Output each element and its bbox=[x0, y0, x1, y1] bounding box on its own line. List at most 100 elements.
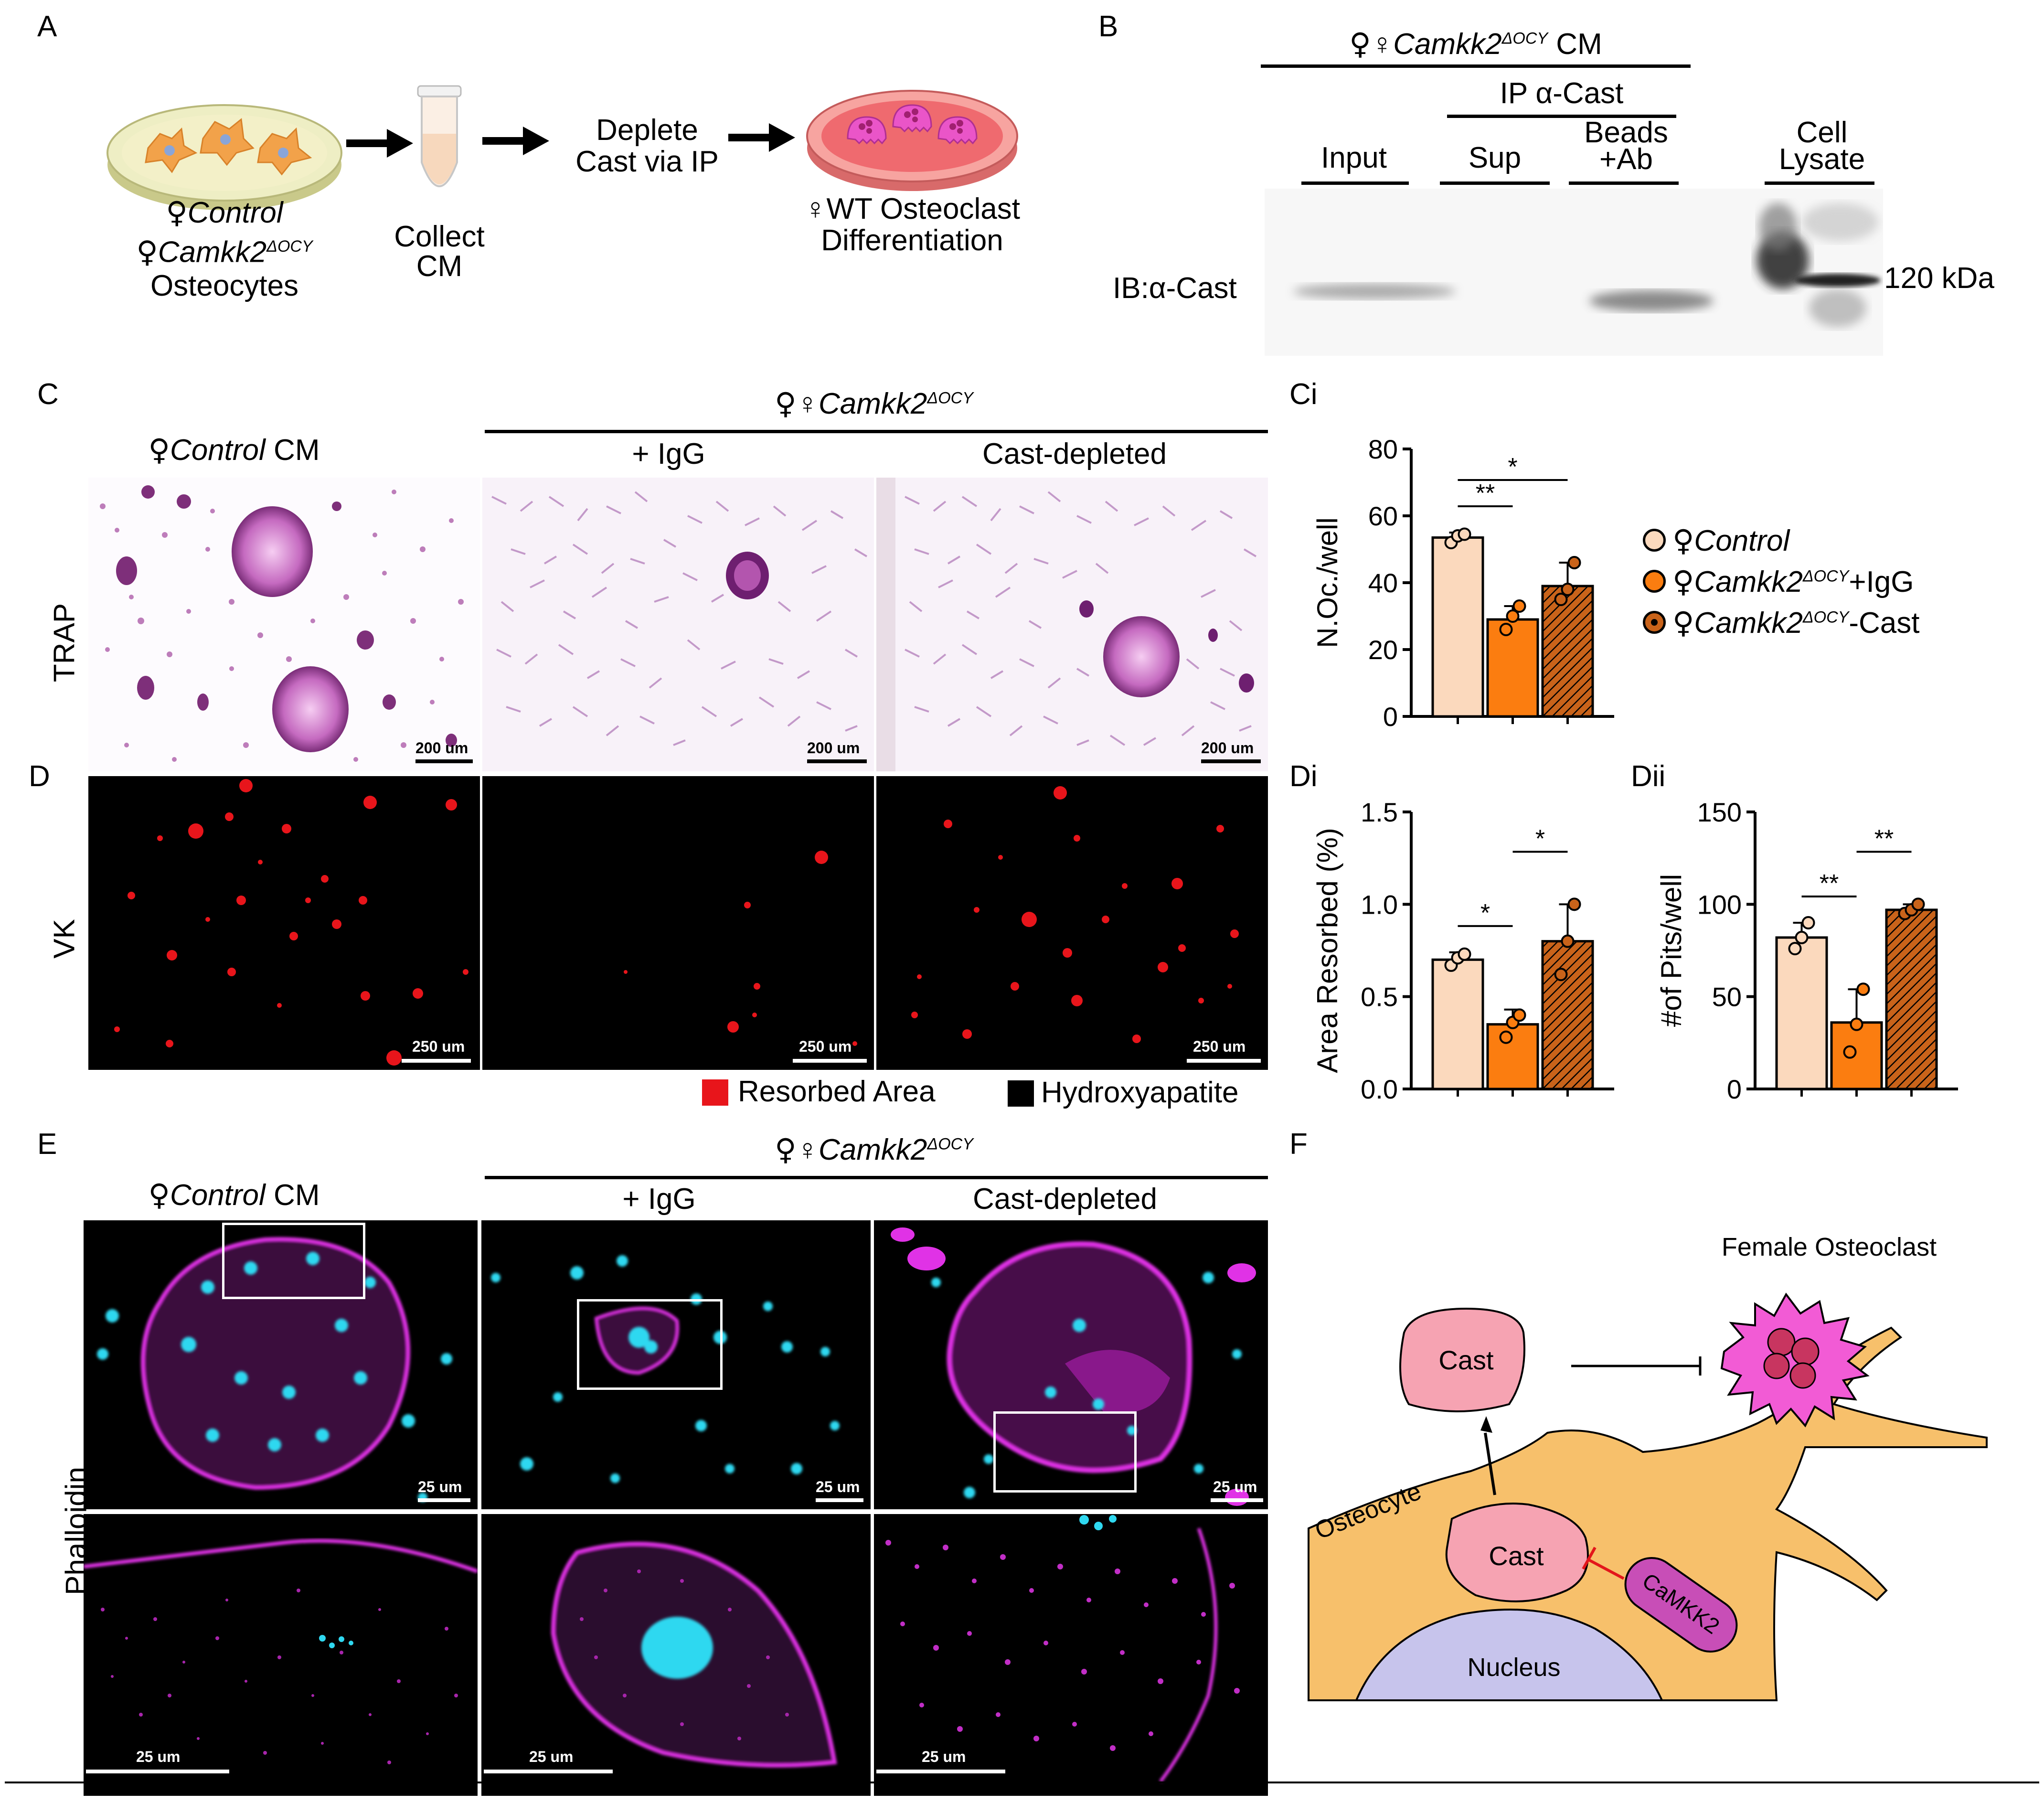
data-point bbox=[1856, 982, 1870, 996]
legend-control-swatch bbox=[1643, 529, 1666, 552]
panel-b-header-rule bbox=[1261, 64, 1691, 68]
trap-igg-image: 200 um bbox=[482, 478, 874, 771]
y-tick-label: 0.5 bbox=[1361, 982, 1398, 1012]
chart-di: 0.0 0.5 1.0 1.5 Area Resorbed (%) * * bbox=[1311, 797, 1614, 1104]
ph-igg-zoom-scale-bar bbox=[484, 1770, 613, 1773]
trap-cast-scale-bar bbox=[1201, 759, 1261, 763]
y-axis-label: #of Pits/well bbox=[1655, 874, 1687, 1027]
data-point bbox=[1567, 556, 1581, 569]
data-point bbox=[1795, 930, 1809, 944]
vk-control-scale-label: 250 um bbox=[412, 1038, 465, 1055]
vk-control-image: 250 um bbox=[88, 776, 480, 1070]
panel-e-cast-header: Cast-depleted bbox=[972, 1183, 1158, 1216]
trap-cast-depleted-image: 200 um bbox=[876, 478, 1268, 771]
osteocyte-dish-illustration bbox=[100, 81, 349, 215]
y-tick-label: 50 bbox=[1712, 982, 1742, 1012]
osteoclast-dish-illustration bbox=[802, 72, 1022, 196]
y-tick-label: 0 bbox=[1383, 702, 1398, 732]
ph-control-zoom-scale-label: 25 um bbox=[136, 1748, 181, 1765]
legend-igg-label: ♀Camkk2ΔOCY+IgG bbox=[1672, 564, 1914, 599]
trap-control-scale-label: 200 um bbox=[415, 739, 468, 757]
bar bbox=[1885, 908, 1938, 1090]
chart-dii: 0 50 100 150 #of Pits/well ** ** bbox=[1655, 797, 1958, 1104]
y-tick-label: 100 bbox=[1697, 889, 1742, 919]
ph-control-scale-label: 25 um bbox=[418, 1478, 462, 1495]
female-symbol: ♀ bbox=[166, 195, 188, 230]
lane-input-rule bbox=[1301, 181, 1409, 185]
phalloidin-control-image: 25 um bbox=[84, 1220, 478, 1509]
trap-control-image: 200 um bbox=[88, 478, 480, 771]
data-point bbox=[1850, 1017, 1863, 1031]
panel-c-camkk2-header: ♀♀Camkk2ΔOCY bbox=[775, 386, 973, 421]
data-point bbox=[1567, 897, 1581, 911]
y-tick-label: 80 bbox=[1368, 434, 1398, 464]
data-point bbox=[1788, 942, 1802, 956]
vk-igg-scale-label: 250 um bbox=[799, 1038, 852, 1055]
panel-a-sample-text: ♀Control ♀Camkk2ΔOCY Osteocytes bbox=[81, 196, 368, 303]
y-axis-label: Area Resorbed (%) bbox=[1311, 828, 1343, 1073]
vk-cast-scale-label: 250 um bbox=[1193, 1038, 1246, 1055]
lane-input-label: Input bbox=[1321, 141, 1387, 174]
bar bbox=[1775, 936, 1828, 1090]
data-point bbox=[1911, 897, 1925, 911]
panel-e-igg-header: + IgG bbox=[622, 1183, 696, 1216]
vk-cast-depleted-image: 250 um bbox=[876, 776, 1268, 1070]
bar bbox=[1431, 536, 1484, 718]
significance-label: ** bbox=[1820, 870, 1839, 897]
trap-row-label: TRAP bbox=[48, 603, 81, 683]
vk-row-label: VK bbox=[48, 919, 81, 959]
cast-inner-label: Cast bbox=[1489, 1541, 1544, 1571]
significance-label: * bbox=[1508, 453, 1517, 481]
ph-igg-scale-label: 25 um bbox=[816, 1478, 860, 1495]
vk-igg-image: 250 um bbox=[482, 776, 874, 1070]
arrow-icon-1 bbox=[346, 129, 413, 158]
group-legend: ♀Control ♀Camkk2ΔOCY+IgG ♀Camkk2ΔOCY-Cas… bbox=[1643, 523, 2044, 666]
legend-igg-swatch bbox=[1643, 570, 1666, 593]
panel-e-header-rule bbox=[485, 1176, 1268, 1179]
bar bbox=[1830, 1021, 1883, 1090]
y-tick-label: 40 bbox=[1368, 568, 1398, 598]
legend-hydroxyapatite-label: Hydroxyapatite bbox=[1041, 1076, 1239, 1109]
panel-label-ci: Ci bbox=[1289, 378, 1318, 411]
lane-sup-rule bbox=[1440, 181, 1550, 185]
legend-cast-label: ♀Camkk2ΔOCY-Cast bbox=[1672, 605, 1920, 640]
panel-label-di: Di bbox=[1289, 760, 1318, 793]
significance-label: ** bbox=[1874, 825, 1894, 853]
data-point bbox=[1458, 947, 1471, 961]
y-tick-label: 1.0 bbox=[1361, 889, 1398, 919]
panel-label-dii: Dii bbox=[1631, 760, 1666, 793]
panel-label-c: C bbox=[37, 378, 59, 411]
camkk2-label: Camkk2 bbox=[158, 235, 267, 269]
y-tick-label: 60 bbox=[1368, 501, 1398, 531]
data-point bbox=[1843, 1045, 1857, 1059]
y-axis-label: N.Oc./well bbox=[1311, 517, 1343, 648]
data-point bbox=[1499, 1030, 1513, 1044]
data-point bbox=[1554, 593, 1568, 606]
data-point bbox=[1458, 527, 1471, 541]
ph-control-scale-bar bbox=[418, 1498, 470, 1502]
panel-label-b: B bbox=[1098, 10, 1118, 43]
panel-label-d: D bbox=[29, 760, 50, 793]
y-tick-label: 150 bbox=[1697, 797, 1742, 827]
ph-cast-scale-label: 25 um bbox=[1213, 1478, 1257, 1495]
western-blot-image bbox=[1265, 189, 1883, 356]
panel-label-f: F bbox=[1289, 1128, 1308, 1161]
data-point bbox=[1499, 623, 1513, 636]
arrow-icon-3 bbox=[728, 123, 795, 152]
panel-label-a: A bbox=[37, 10, 57, 43]
arrow-icon-2 bbox=[482, 127, 549, 155]
female-osteoclast-label: Female Osteoclast bbox=[1721, 1233, 1937, 1261]
vk-igg-scale-bar bbox=[793, 1059, 867, 1063]
trap-control-scale-bar bbox=[415, 759, 473, 763]
mechanism-diagram: Female Osteoclast Cast Cast Osteocyte Ca… bbox=[1299, 1223, 2006, 1715]
ph-igg-zoom-scale-label: 25 um bbox=[529, 1748, 574, 1765]
ph-igg-scale-bar bbox=[816, 1498, 863, 1502]
panel-c-cast-header: Cast-depleted bbox=[982, 437, 1167, 470]
phalloidin-igg-image: 25 um bbox=[481, 1220, 871, 1509]
trap-cast-scale-label: 200 um bbox=[1201, 739, 1254, 757]
data-point bbox=[1512, 1008, 1526, 1022]
trap-igg-scale-bar bbox=[807, 759, 867, 763]
ph-cast-scale-bar bbox=[1211, 1498, 1263, 1502]
bar bbox=[1486, 618, 1539, 718]
